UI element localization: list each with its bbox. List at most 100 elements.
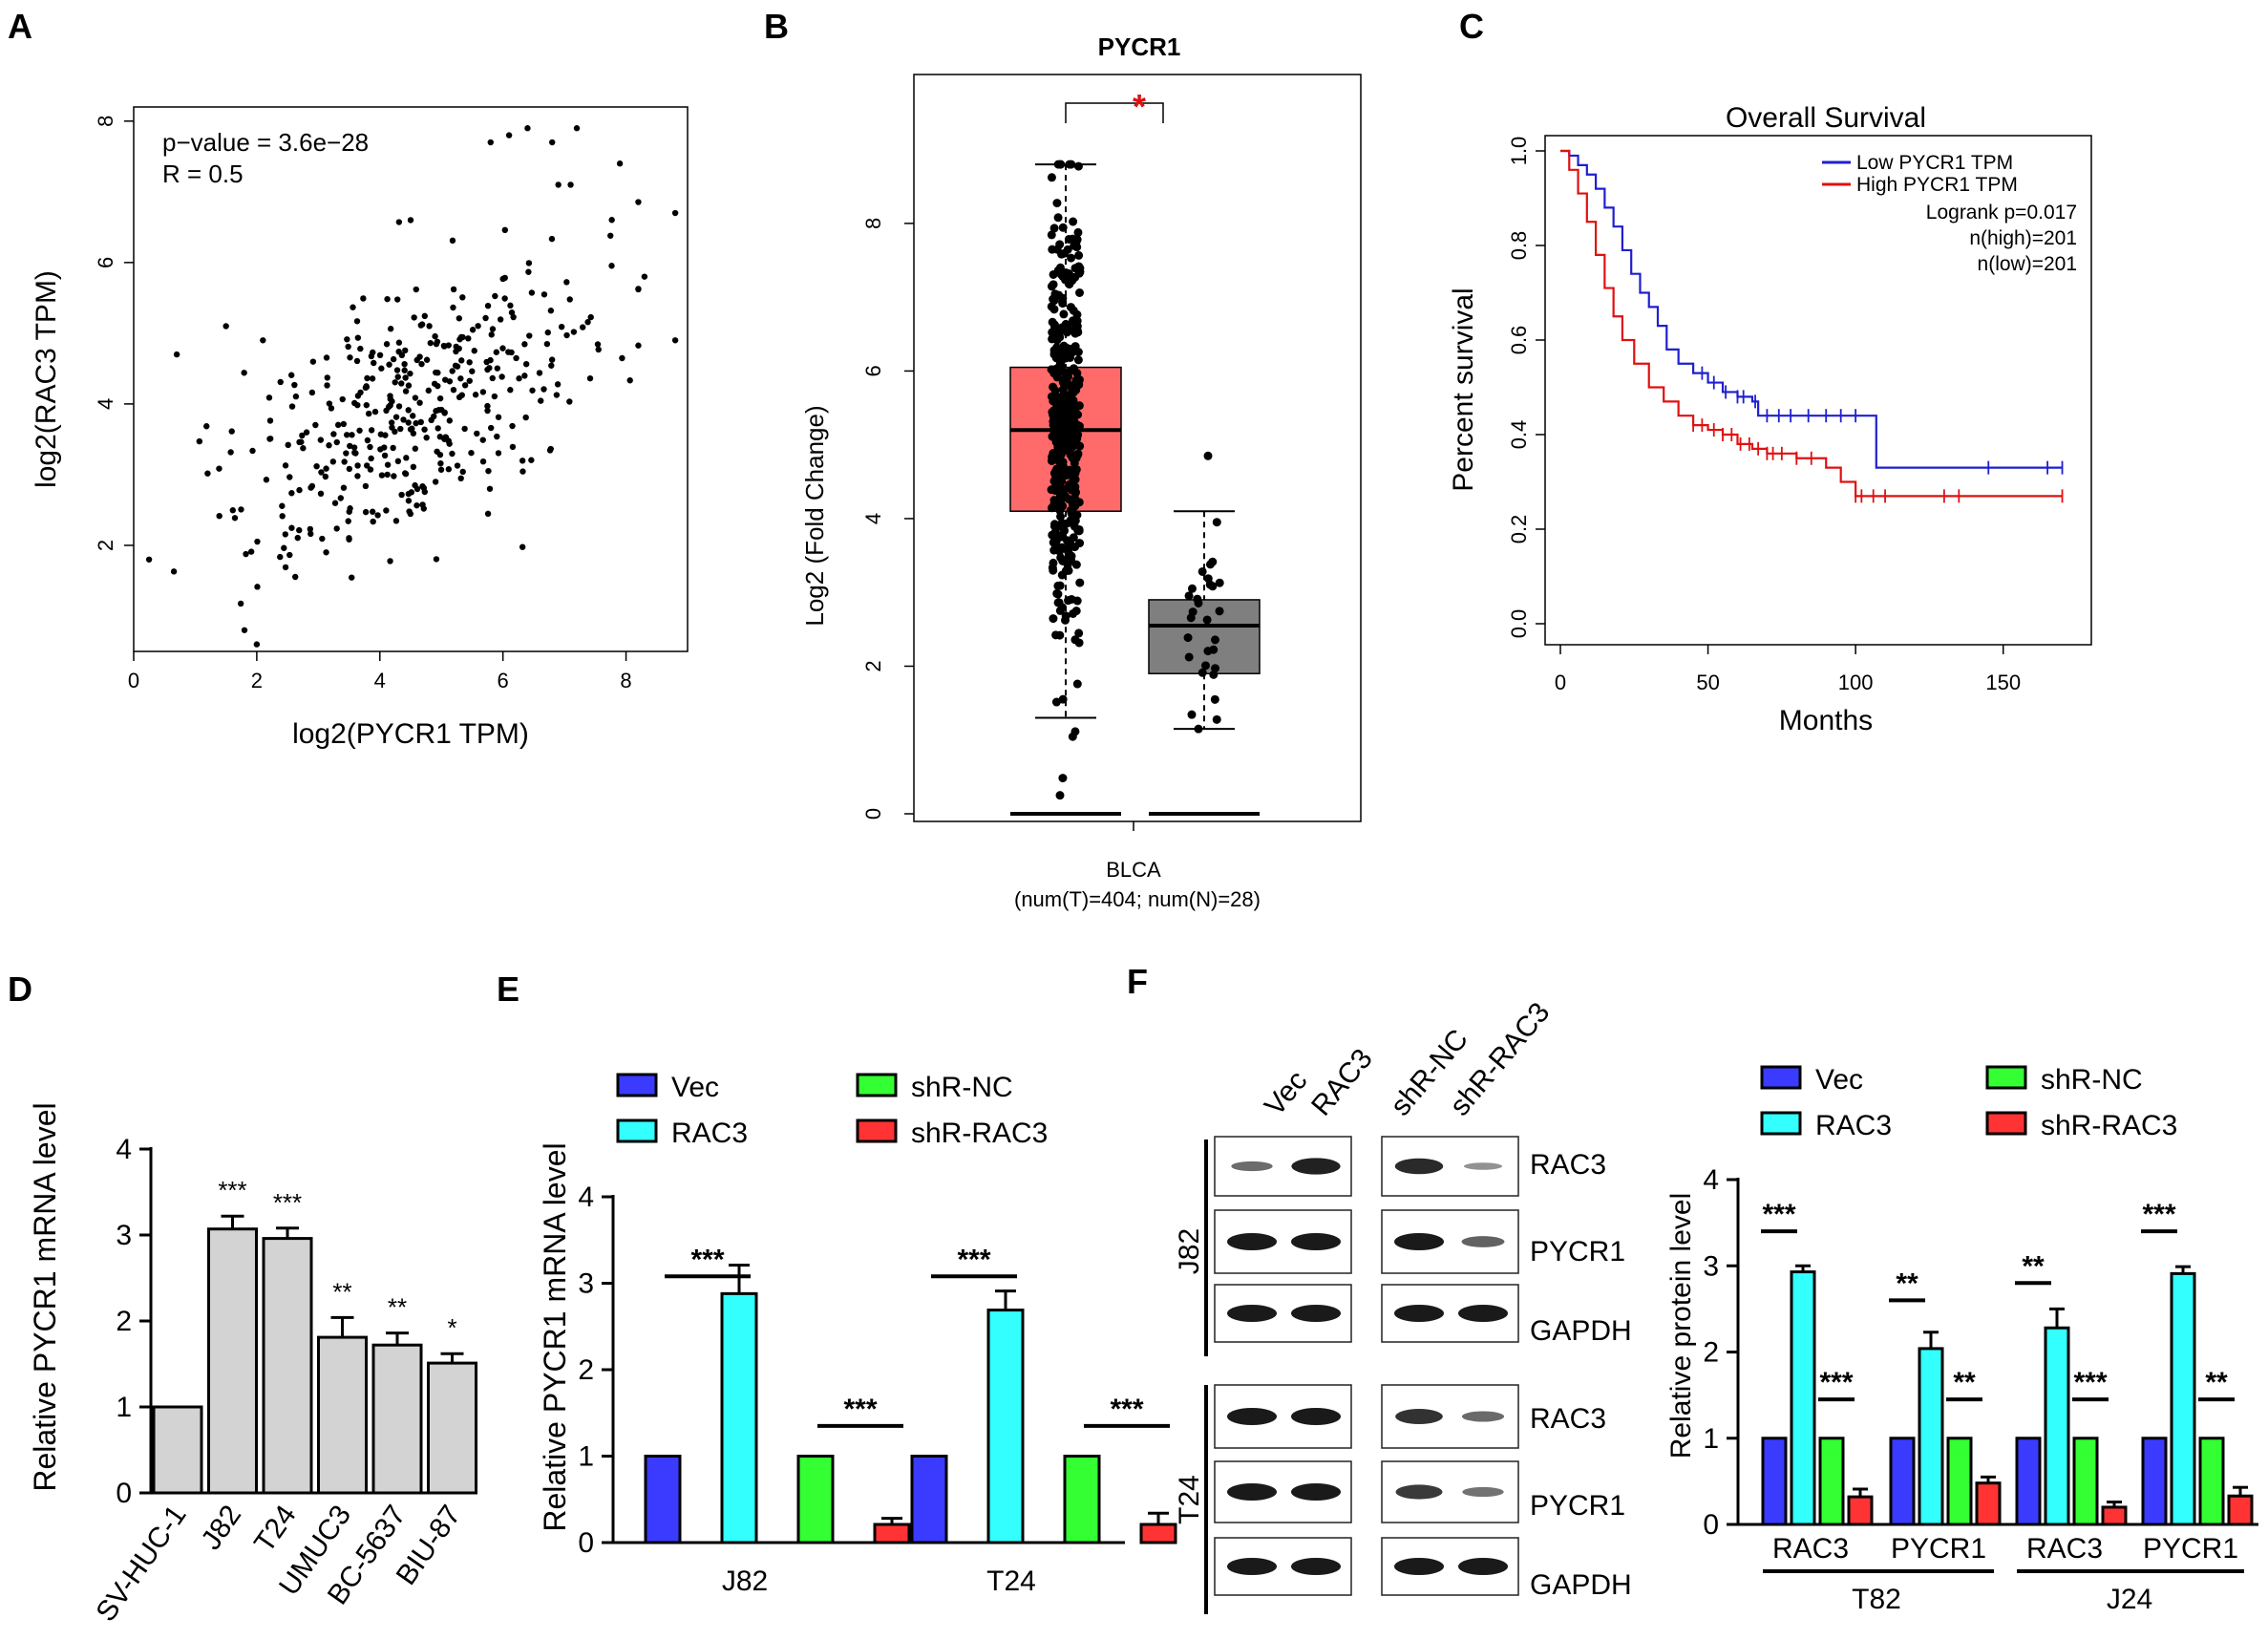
b-point: [1049, 346, 1059, 355]
a-point: [671, 209, 679, 217]
f-category-label: PYCR1: [1891, 1533, 1986, 1565]
blot-band: [1458, 1305, 1508, 1322]
a-point: [484, 510, 492, 518]
a-x-tick-label: 4: [374, 669, 386, 692]
blot-band: [1291, 1483, 1341, 1501]
a-point: [421, 426, 428, 433]
a-point: [308, 482, 316, 490]
b-point: [1048, 245, 1057, 254]
a-point: [405, 498, 413, 504]
b-point: [1073, 410, 1083, 419]
a-point: [347, 354, 353, 361]
a-point: [282, 531, 289, 538]
a-point: [395, 403, 403, 410]
f-bar-shr-nc: [2072, 1437, 2099, 1526]
a-point: [279, 502, 286, 509]
f-legend-shnc-swatch: [1985, 1065, 2027, 1090]
a-point: [522, 414, 529, 421]
a-point: [509, 422, 516, 430]
a-point: [555, 181, 562, 188]
a-point: [413, 501, 420, 509]
a-point: [456, 345, 462, 352]
a-point: [469, 368, 476, 374]
a-point: [641, 273, 648, 280]
a-point: [407, 370, 413, 377]
f-legend-shrac3-label: shR-RAC3: [2041, 1110, 2177, 1141]
a-point: [296, 526, 303, 534]
a-point: [356, 427, 363, 434]
b-point: [1057, 603, 1067, 612]
a-point: [548, 362, 555, 369]
b-point: [1070, 543, 1080, 552]
d-bar: [152, 1405, 203, 1495]
c-x-tick-label: 0: [1555, 671, 1566, 694]
a-point: [479, 458, 487, 465]
a-point: [510, 313, 517, 321]
a-point: [388, 419, 395, 426]
a-point: [519, 543, 526, 550]
blot-label-pycr1-t24: PYCR1: [1530, 1490, 1625, 1522]
a-point: [323, 354, 330, 361]
legend-vec-swatch: [616, 1073, 658, 1097]
blot-band: [1227, 1558, 1277, 1575]
a-point: [401, 367, 408, 373]
a-point: [346, 465, 353, 473]
a-point: [436, 451, 444, 458]
b-point: [1051, 697, 1061, 707]
a-point: [484, 407, 491, 415]
a-x-tick-label: 2: [251, 669, 263, 692]
a-point: [435, 370, 441, 376]
a-point: [365, 410, 372, 417]
a-point: [487, 424, 495, 432]
a-point: [362, 384, 370, 392]
b-point: [1052, 588, 1062, 598]
b-point: [1066, 426, 1075, 436]
a-point: [354, 334, 362, 341]
a-point: [393, 367, 401, 373]
e-bar-shr-rac3: [1139, 1523, 1177, 1544]
a-point: [377, 431, 385, 437]
a-point: [286, 474, 293, 480]
a-point: [392, 518, 400, 524]
c-x-tick-label: 50: [1696, 671, 1719, 694]
d-significance: *: [447, 1313, 456, 1342]
c-x-tick-label: 150: [1985, 671, 2021, 694]
n-low: n(low)=201: [1978, 253, 2077, 275]
a-point: [344, 336, 350, 343]
a-point: [405, 382, 413, 389]
a-point: [362, 482, 370, 490]
c-y-tick-label: 0.0: [1507, 609, 1531, 639]
a-x-tick-label: 0: [128, 669, 139, 692]
blot-band: [1394, 1558, 1444, 1575]
b-point: [1075, 288, 1085, 297]
b-point: [1048, 334, 1057, 344]
b-point: [1049, 614, 1058, 624]
b-point: [1068, 500, 1077, 509]
a-point: [516, 375, 522, 382]
a-point: [237, 600, 244, 607]
a-point: [312, 421, 319, 429]
a-point: [286, 551, 293, 559]
b-point: [1212, 714, 1221, 724]
a-point: [635, 342, 642, 349]
a-point: [459, 294, 466, 301]
b-y-tick-label: 2: [861, 660, 885, 671]
a-point: [635, 199, 642, 205]
a-point: [454, 363, 461, 370]
blot-strips: [1214, 1136, 1519, 1596]
a-point: [421, 312, 428, 320]
b-point: [1055, 581, 1065, 590]
a-point: [442, 376, 449, 383]
panel-c-legend: Low PYCR1 TPM High PYCR1 TPM Logrank p=0…: [1822, 152, 2077, 275]
a-point: [509, 443, 517, 451]
a-point: [390, 355, 397, 363]
a-point: [370, 349, 376, 356]
e-y-tick-label: 1: [578, 1441, 594, 1473]
d-y-tick-label: 3: [116, 1220, 132, 1251]
a-point: [367, 466, 374, 473]
b-point: [1053, 522, 1063, 531]
b-point: [1049, 449, 1058, 458]
a-point: [288, 403, 296, 410]
b-point: [1069, 477, 1078, 486]
a-point: [266, 436, 273, 442]
